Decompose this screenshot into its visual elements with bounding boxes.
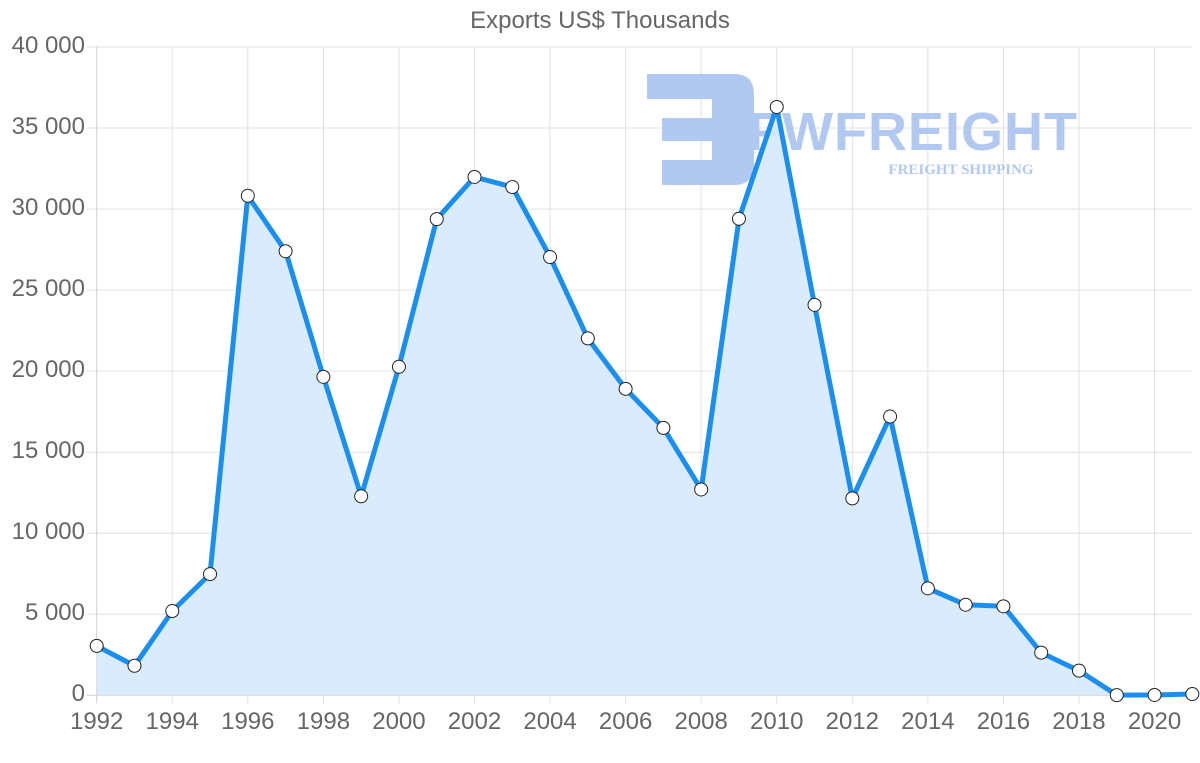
y-tick-label: 15 000 (11, 437, 85, 465)
x-tick-label: 2008 (674, 708, 728, 735)
area-fill (96, 107, 1193, 696)
data-point[interactable] (316, 369, 331, 384)
data-point[interactable] (127, 658, 142, 673)
x-tick-label: 2018 (1052, 708, 1106, 735)
x-tick-label: 2020 (1127, 708, 1182, 735)
data-line (95, 104, 1193, 698)
data-point[interactable] (694, 482, 709, 497)
data-point[interactable] (731, 211, 746, 226)
x-tick-label: 2016 (976, 708, 1031, 735)
x-tick-label: 2002 (447, 708, 502, 735)
x-tick-label: 2014 (901, 708, 955, 735)
x-tick-label: 1992 (69, 708, 124, 735)
data-point[interactable] (240, 188, 255, 203)
logo-mark-icon (647, 74, 754, 185)
data-point[interactable] (391, 359, 406, 374)
data-point[interactable] (883, 409, 898, 424)
chart-title: Exports US$ Thousands (470, 7, 730, 34)
x-tick-label: 2006 (598, 708, 653, 735)
x-tick-label: 2000 (372, 708, 426, 735)
x-tick-label: 1998 (296, 708, 351, 735)
data-point[interactable] (807, 297, 822, 312)
x-tick-label: 2004 (523, 708, 577, 735)
data-point[interactable] (203, 567, 218, 582)
data-point[interactable] (1109, 688, 1124, 703)
x-tick-label: 2010 (750, 708, 804, 735)
y-tick-label: 10 000 (11, 518, 85, 546)
data-point[interactable] (467, 169, 482, 184)
data-point[interactable] (543, 250, 558, 265)
x-tick-label: 1996 (221, 708, 275, 735)
watermark-tagline: FREIGHT SHIPPING (888, 162, 1033, 178)
data-point[interactable] (1147, 687, 1162, 702)
y-tick-label: 35 000 (11, 113, 85, 141)
data-point[interactable] (618, 381, 633, 396)
data-point[interactable] (958, 597, 973, 612)
y-tick-label: 40 000 (11, 32, 85, 59)
data-point[interactable] (1034, 645, 1049, 660)
y-tick-label: 20 000 (11, 356, 85, 384)
data-point[interactable] (278, 244, 293, 259)
watermark-logo: FWFREIGHT FREIGHT SHIPPING (647, 74, 1078, 185)
x-tick-label: 2012 (825, 708, 879, 735)
x-tick-label: 1994 (145, 708, 199, 735)
data-point[interactable] (656, 420, 671, 435)
watermark-brand: FWFREIGHT (748, 102, 1078, 162)
data-point[interactable] (1185, 687, 1200, 702)
y-tick-label: 5 000 (24, 599, 85, 627)
data-point[interactable] (769, 99, 784, 114)
data-point[interactable] (996, 599, 1011, 614)
data-points (89, 99, 1200, 703)
data-point[interactable] (165, 604, 180, 619)
data-point[interactable] (1071, 663, 1086, 678)
y-tick-label: 0 (71, 680, 85, 708)
data-point[interactable] (354, 489, 369, 504)
data-point[interactable] (429, 212, 444, 227)
y-tick-label: 25 000 (11, 275, 85, 303)
data-point[interactable] (89, 638, 104, 653)
data-point[interactable] (505, 180, 520, 195)
data-point[interactable] (920, 581, 935, 596)
y-tick-label: 30 000 (11, 194, 85, 222)
data-point[interactable] (580, 331, 595, 346)
data-point[interactable] (845, 491, 860, 506)
